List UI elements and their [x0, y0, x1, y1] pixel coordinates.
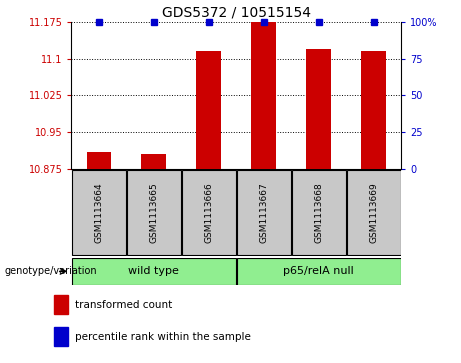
FancyBboxPatch shape	[237, 170, 290, 255]
Bar	[87, 152, 111, 169]
FancyBboxPatch shape	[72, 258, 236, 285]
Text: percentile rank within the sample: percentile rank within the sample	[76, 332, 251, 342]
FancyBboxPatch shape	[127, 170, 181, 255]
Bar	[361, 51, 386, 169]
Text: GSM1113669: GSM1113669	[369, 182, 378, 243]
Text: transformed count: transformed count	[76, 299, 173, 310]
FancyBboxPatch shape	[182, 170, 236, 255]
Text: GSM1113664: GSM1113664	[95, 182, 103, 243]
FancyBboxPatch shape	[72, 170, 126, 255]
Bar	[142, 154, 166, 169]
Text: GSM1113667: GSM1113667	[259, 182, 268, 243]
FancyBboxPatch shape	[347, 170, 401, 255]
Text: GSM1113668: GSM1113668	[314, 182, 323, 243]
Bar	[54, 327, 68, 346]
Text: genotype/variation: genotype/variation	[5, 266, 97, 276]
Text: GSM1113666: GSM1113666	[204, 182, 213, 243]
Bar	[54, 295, 68, 314]
FancyBboxPatch shape	[292, 170, 346, 255]
Text: p65/relA null: p65/relA null	[284, 266, 354, 276]
FancyBboxPatch shape	[237, 258, 401, 285]
Bar	[251, 22, 276, 169]
Bar	[196, 51, 221, 169]
Text: GSM1113665: GSM1113665	[149, 182, 159, 243]
Text: wild type: wild type	[129, 266, 179, 276]
Bar	[306, 49, 331, 169]
Title: GDS5372 / 10515154: GDS5372 / 10515154	[162, 5, 311, 19]
